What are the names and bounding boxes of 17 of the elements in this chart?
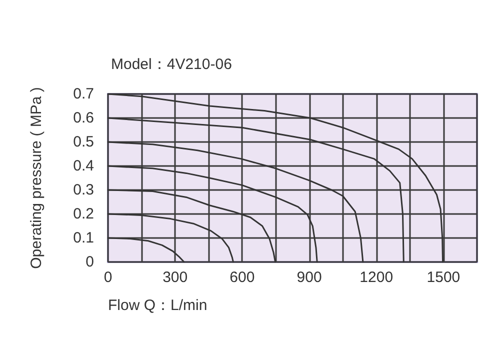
- y-tick-label: 0.7: [73, 86, 94, 102]
- x-tick-label: 1200: [360, 269, 394, 286]
- y-tick-label: 0.1: [73, 230, 94, 246]
- y-tick-label: 0.3: [73, 182, 94, 198]
- y-tick-label: 0.6: [73, 110, 94, 126]
- x-tick-label: 900: [296, 269, 322, 286]
- y-tick-label: 0: [86, 254, 94, 270]
- y-tick-label: 0.4: [73, 158, 94, 174]
- y-tick-label: 0.2: [73, 206, 94, 222]
- chart-title: Model：4V210-06: [111, 56, 232, 73]
- y-tick-label: 0.5: [73, 134, 94, 150]
- y-axis-title: Operating pressure ( MPa ): [28, 87, 45, 269]
- x-tick-label: 300: [162, 269, 188, 286]
- x-tick-label: 600: [230, 269, 255, 286]
- x-axis-title: Flow Q：L/min: [108, 297, 208, 314]
- x-tick-label: 0: [104, 269, 112, 286]
- x-tick-label: 1500: [426, 269, 460, 286]
